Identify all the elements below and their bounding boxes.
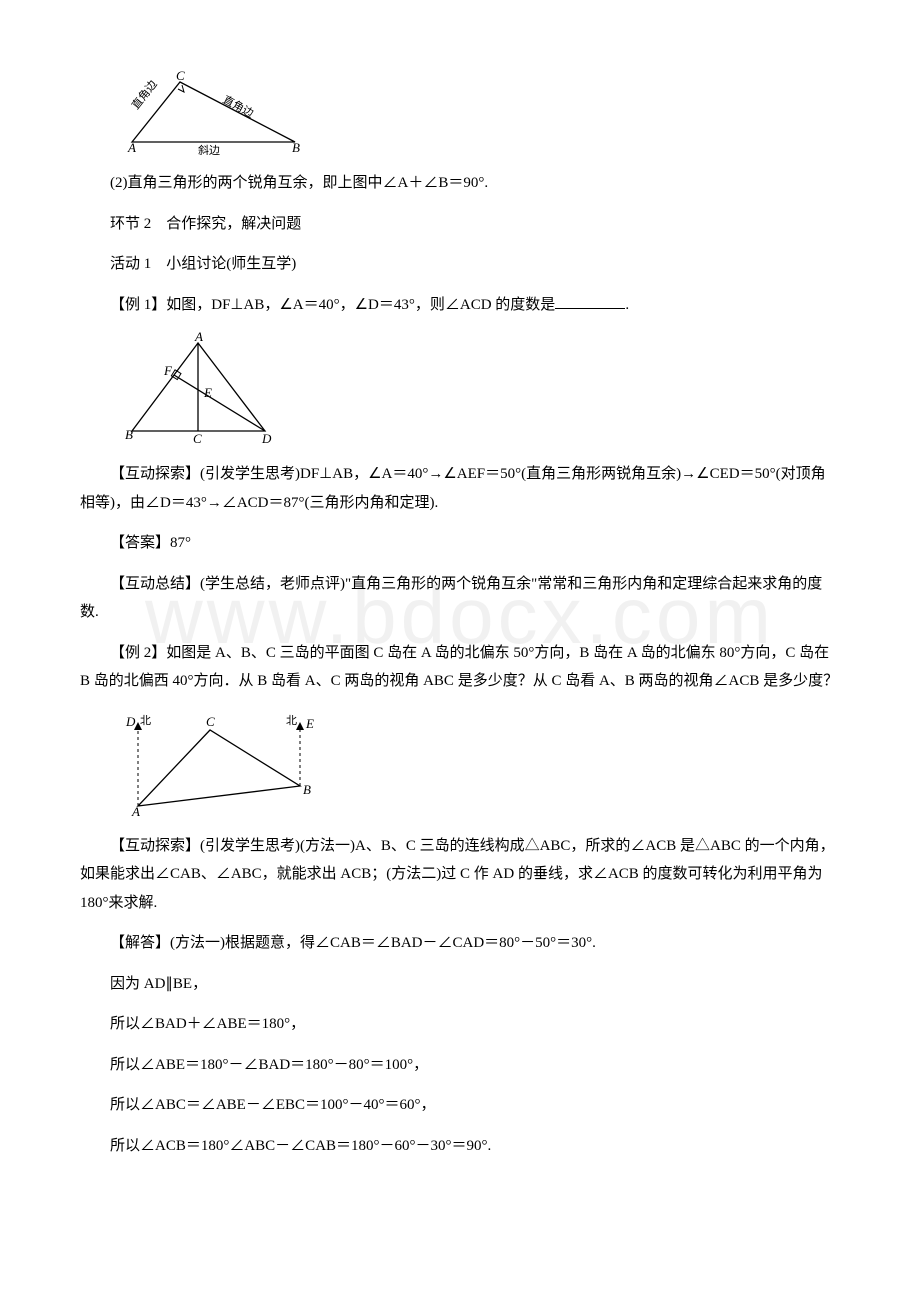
label-C: C	[206, 714, 215, 729]
figure-right-triangle: A B C 直角边 直角边 斜边	[120, 70, 840, 155]
label-C: C	[176, 70, 185, 83]
label-D: D	[261, 431, 272, 446]
label-C: C	[193, 431, 202, 446]
paragraph: 【互动探索】(引发学生思考)(方法一)A、B、C 三岛的连线构成△ABC，所求的…	[80, 832, 840, 918]
label-B: B	[292, 140, 300, 155]
label-leg2: 直角边	[221, 92, 257, 120]
label-north-B: 北	[286, 714, 297, 727]
paragraph: 【答案】87°	[80, 529, 840, 558]
paragraph: 环节 2 合作探究，解决问题	[80, 210, 840, 239]
label-B: B	[125, 427, 133, 442]
paragraph: (2)直角三角形的两个锐角互余，即上图中∠A＋∠B＝90°.	[80, 169, 840, 198]
paragraph: 【互动总结】(学生总结，老师点评)"直角三角形的两个锐角互余"常常和三角形内角和…	[80, 570, 840, 627]
label-F: F	[163, 363, 173, 378]
paragraph: 所以∠ABE＝180°－∠BAD＝180°－80°＝100°，	[80, 1051, 840, 1080]
text: 【例 1】如图，DF⊥AB，∠A＝40°，∠D＝43°，则∠ACD 的度数是	[110, 297, 555, 313]
figure-example1: A B C D E F	[120, 331, 840, 446]
paragraph: 因为 AD∥BE，	[80, 970, 840, 999]
label-hyp: 斜边	[198, 144, 220, 155]
label-E: E	[305, 716, 314, 731]
document-body: A B C 直角边 直角边 斜边 (2)直角三角形的两个锐角互余，即上图中∠A＋…	[80, 70, 840, 1160]
paragraph: 【互动探索】(引发学生思考)DF⊥AB，∠A＝40°→∠AEF＝50°(直角三角…	[80, 460, 840, 517]
label-A: A	[131, 804, 140, 818]
paragraph-example1: 【例 1】如图，DF⊥AB，∠A＝40°，∠D＝43°，则∠ACD 的度数是.	[80, 291, 840, 320]
label-A: A	[127, 140, 136, 155]
label-leg1: 直角边	[128, 77, 159, 112]
text: .	[625, 297, 629, 313]
blank-line	[555, 308, 625, 309]
figure-example2: A B C D E 北 北	[120, 708, 840, 818]
paragraph: 【解答】(方法一)根据题意，得∠CAB＝∠BAD－∠CAD＝80°－50°＝30…	[80, 929, 840, 958]
label-A: A	[194, 331, 203, 344]
paragraph-example2: 【例 2】如图是 A、B、C 三岛的平面图 C 岛在 A 岛的北偏东 50°方向…	[80, 639, 840, 696]
label-E: E	[203, 385, 212, 400]
label-north-A: 北	[140, 714, 151, 727]
label-D: D	[125, 714, 136, 729]
paragraph: 所以∠ACB＝180°∠ABC－∠CAB＝180°－60°－30°＝90°.	[80, 1132, 840, 1161]
paragraph: 所以∠ABC＝∠ABE－∠EBC＝100°－40°＝60°，	[80, 1091, 840, 1120]
label-B: B	[303, 782, 311, 797]
paragraph: 活动 1 小组讨论(师生互学)	[80, 250, 840, 279]
paragraph: 所以∠BAD＋∠ABE＝180°，	[80, 1010, 840, 1039]
